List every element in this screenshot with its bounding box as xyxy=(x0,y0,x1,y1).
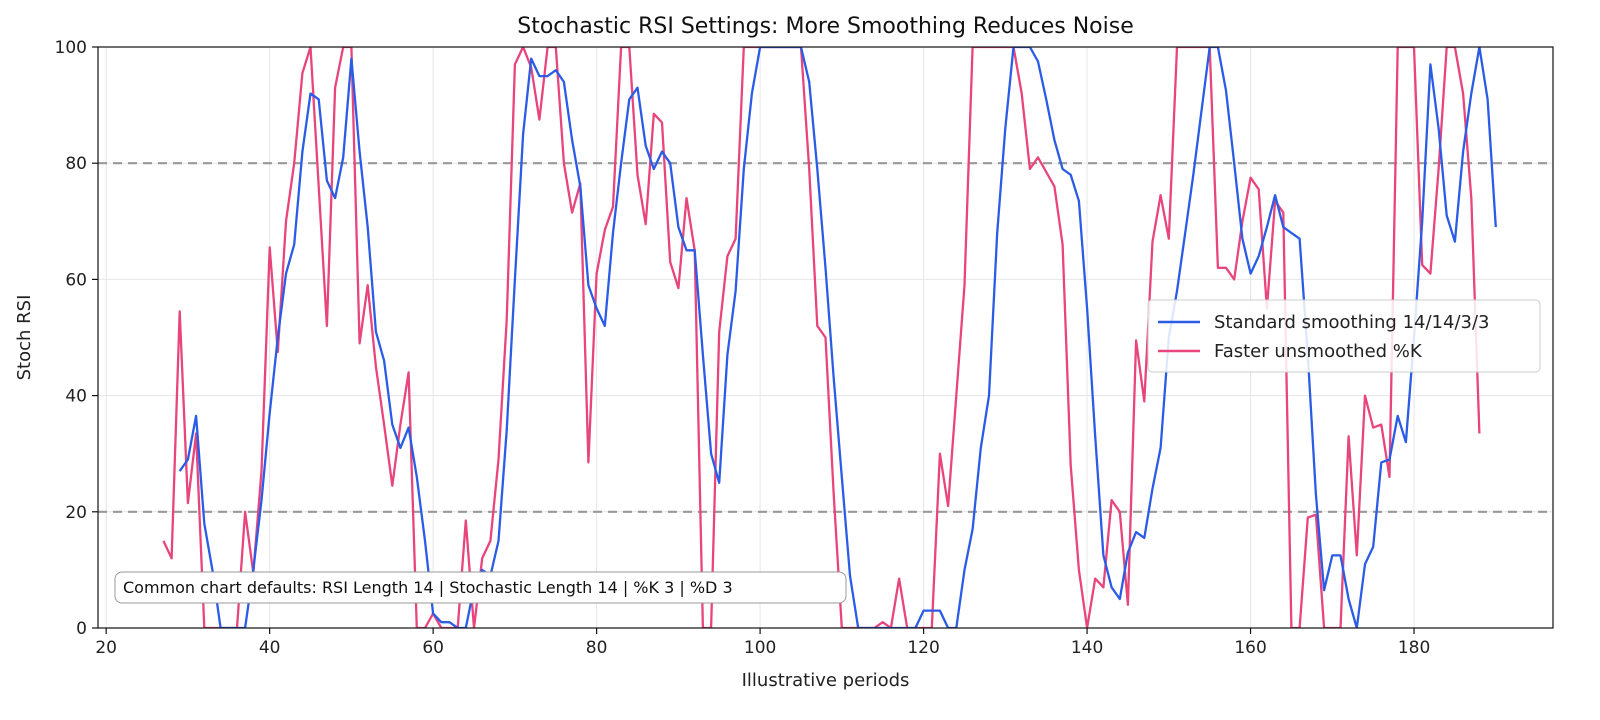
x-tick-label: 120 xyxy=(907,638,939,658)
x-tick-label: 180 xyxy=(1398,638,1430,658)
y-tick-label: 40 xyxy=(65,387,87,407)
legend: Standard smoothing 14/14/3/3 Faster unsm… xyxy=(1147,299,1541,373)
x-axis-ticks: 20 40 60 80 100 120 140 160 180 xyxy=(95,628,1430,658)
x-tick-label: 160 xyxy=(1234,638,1266,658)
x-tick-label: 80 xyxy=(586,638,608,658)
x-tick-label: 140 xyxy=(1071,638,1103,658)
chart-title: Stochastic RSI Settings: More Smoothing … xyxy=(517,14,1134,39)
x-axis-title: Illustrative periods xyxy=(742,670,910,691)
y-axis-ticks: 0 20 40 60 80 100 xyxy=(55,38,98,639)
plot-area xyxy=(162,47,1497,628)
y-tick-label: 20 xyxy=(65,503,87,523)
series-line-standard xyxy=(178,47,1497,628)
y-tick-label: 100 xyxy=(55,38,87,58)
x-tick-label: 20 xyxy=(95,638,117,658)
x-tick-label: 60 xyxy=(422,638,444,658)
legend-label-standard: Standard smoothing 14/14/3/3 xyxy=(1214,312,1489,333)
annotation-box xyxy=(114,571,847,604)
legend-box xyxy=(1147,299,1541,373)
y-tick-label: 80 xyxy=(65,154,87,174)
y-axis-title: Stoch RSI xyxy=(14,295,35,381)
x-tick-label: 100 xyxy=(744,638,776,658)
series-line-faster xyxy=(162,47,1481,628)
plot-frame xyxy=(97,46,1554,629)
y-tick-label: 60 xyxy=(65,270,87,290)
reference-lines xyxy=(98,162,1553,513)
defaults-annotation: Common chart defaults: RSI Length 14 | S… xyxy=(114,571,847,604)
x-tick-label: 40 xyxy=(259,638,281,658)
annotation-text: Common chart defaults: RSI Length 14 | S… xyxy=(123,578,733,597)
legend-label-faster: Faster unsmoothed %K xyxy=(1214,341,1423,362)
y-tick-label: 0 xyxy=(76,619,87,639)
